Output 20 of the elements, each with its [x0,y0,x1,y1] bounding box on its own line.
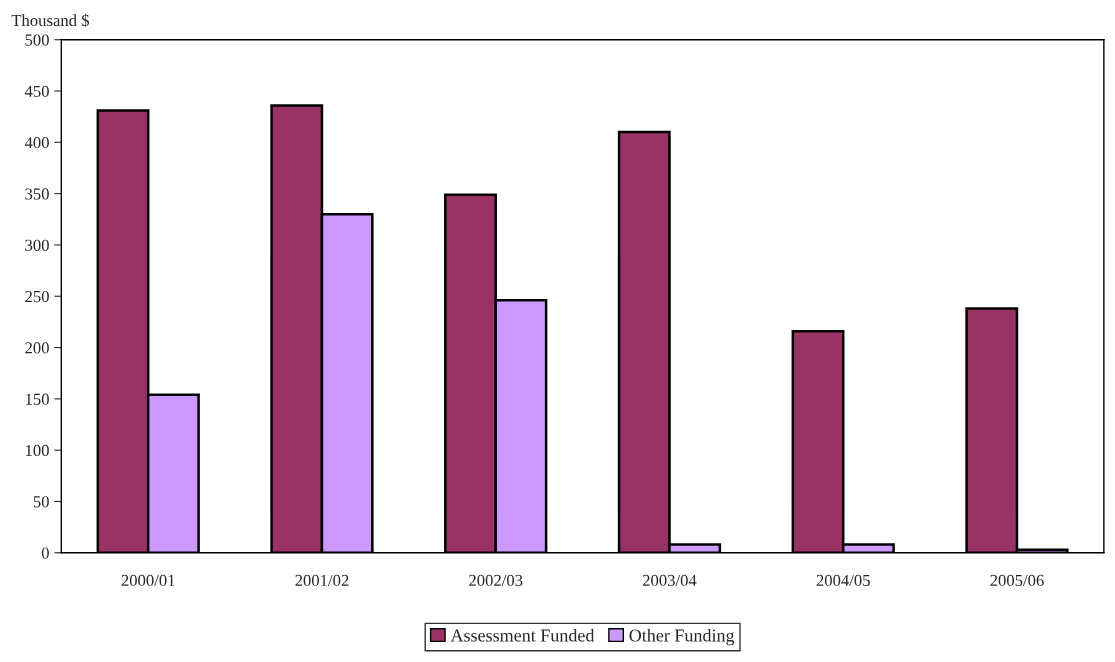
y-tick-label: 350 [25,188,49,200]
y-tick-label: 50 [33,496,49,508]
y-tick-label: 200 [25,342,49,354]
y-tick-label: 100 [25,444,49,457]
legend-label: Assessment Funded [450,628,595,642]
x-tick-label: 2004/05 [816,574,870,587]
x-tick-label: 2000/01 [121,574,175,587]
y-tick-label: 0 [41,547,49,559]
y-tick-label: 500 [25,34,49,46]
y-tick-label: 250 [25,290,49,303]
y-axis-title: Thousand $ [11,13,89,28]
legend-label: Other Funding [629,628,735,646]
x-tick-label: 2005/06 [990,574,1044,587]
x-tick-label: 2003/04 [642,574,697,587]
y-tick-label: 150 [25,393,49,405]
y-tick-label: 450 [24,85,49,97]
x-tick-label: 2002/03 [469,574,523,587]
y-tick-label: 300 [25,239,49,251]
y-tick-label: 400 [24,137,49,149]
x-tick-label: 2001/02 [295,574,349,587]
